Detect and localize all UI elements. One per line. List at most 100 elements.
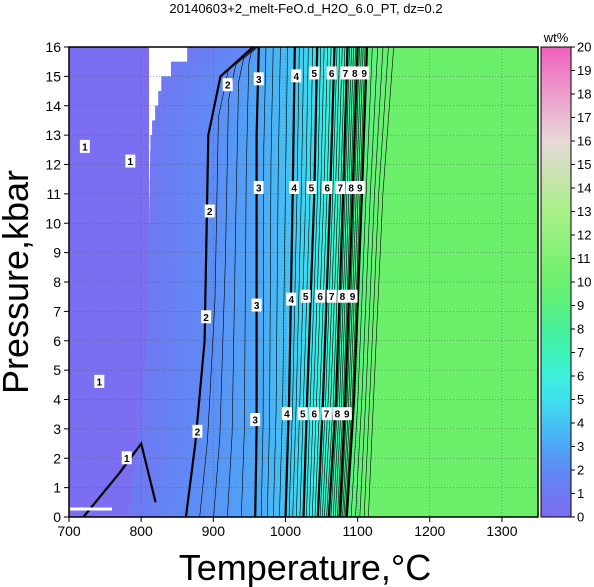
heatmap-cell: [381, 370, 386, 386]
heatmap-cell: [503, 414, 509, 430]
heatmap-cell: [208, 502, 213, 518]
heatmap-cell: [273, 472, 278, 489]
heatmap-cell: [368, 252, 373, 268]
heatmap-cell: [396, 91, 401, 107]
heatmap-cell: [473, 237, 478, 254]
heatmap-cell: [486, 282, 492, 298]
heatmap-cell: [378, 105, 384, 122]
heatmap-cell: [404, 120, 409, 136]
heatmap-cell: [150, 326, 155, 342]
heatmap-cell: [396, 311, 401, 327]
heatmap-cell: [295, 296, 300, 312]
heatmap-cell: [248, 282, 254, 298]
heatmap-cell: [495, 208, 500, 224]
contour-label: 1: [94, 374, 105, 388]
heatmap-cell: [387, 340, 393, 357]
heatmap-cell: [236, 384, 241, 401]
heatmap-cell: [235, 120, 240, 136]
heatmap-cell: [314, 252, 319, 268]
heatmap-cell: [419, 458, 424, 474]
heatmap-cell: [449, 414, 455, 430]
heatmap-cell: [519, 296, 524, 312]
heatmap-cell: [488, 487, 493, 503]
heatmap-cell: [159, 237, 164, 254]
heatmap-cell: [318, 237, 323, 254]
heatmap-cell: [414, 91, 419, 107]
heatmap-cell: [496, 135, 501, 151]
heatmap-cell: [320, 76, 325, 92]
heatmap-cell: [146, 414, 151, 430]
heatmap-cell: [234, 399, 239, 415]
heatmap-cell: [485, 76, 491, 92]
contour-label: 4: [289, 181, 300, 195]
heatmap-cell: [432, 282, 438, 298]
heatmap-cell: [241, 296, 246, 312]
heatmap-cell: [264, 428, 269, 445]
heatmap-cell: [490, 47, 495, 63]
heatmap-cell: [447, 252, 452, 268]
heatmap-cell: [185, 340, 191, 357]
heatmap-cell: [384, 414, 390, 430]
heatmap-cell: [408, 208, 414, 224]
heatmap-cell: [455, 487, 460, 503]
heatmap-cell: [381, 502, 386, 518]
heatmap-cell: [357, 120, 362, 136]
heatmap-cell: [185, 208, 190, 224]
heatmap-cell: [468, 472, 473, 489]
heatmap-cell: [522, 47, 527, 63]
heatmap-cell: [398, 193, 403, 210]
heatmap-cell: [209, 399, 214, 415]
heatmap-cell: [199, 384, 205, 401]
heatmap-cell: [432, 370, 437, 386]
heatmap-cell: [223, 472, 228, 489]
heatmap-cell: [267, 252, 272, 268]
heatmap-cell: [453, 311, 459, 327]
heatmap-cell: [388, 370, 394, 386]
heatmap-cell: [319, 164, 324, 180]
heatmap-cell: [396, 370, 401, 386]
heatmap-cell: [248, 296, 253, 312]
heatmap-cell: [265, 149, 270, 166]
heatmap-cell: [381, 443, 387, 459]
heatmap-cell: [425, 296, 430, 312]
heatmap-cell: [443, 91, 448, 107]
heatmap-cell: [181, 458, 186, 474]
heatmap-cell: [278, 208, 284, 224]
heatmap-cell: [362, 193, 367, 210]
heatmap-cell: [406, 502, 412, 518]
heatmap-cell: [305, 164, 310, 180]
y-tick-label: 10: [45, 215, 61, 231]
heatmap-cell: [260, 355, 265, 371]
heatmap-cell: [519, 443, 524, 459]
heatmap-cell: [240, 76, 245, 92]
heatmap-cell: [507, 135, 512, 151]
heatmap-cell: [147, 370, 152, 386]
heatmap-cell: [401, 237, 406, 254]
heatmap-cell: [298, 76, 303, 92]
heatmap-cell: [424, 414, 429, 430]
heatmap-cell: [211, 326, 217, 342]
heatmap-cell: [298, 502, 303, 518]
heatmap-cell: [298, 311, 304, 327]
heatmap-cell: [447, 282, 452, 298]
heatmap-cell: [308, 340, 313, 357]
heatmap-cell: [426, 237, 431, 254]
heatmap-cell: [507, 76, 512, 92]
heatmap-cell: [392, 135, 397, 151]
heatmap-cell: [408, 252, 413, 268]
heatmap-cell: [326, 340, 331, 357]
colorbar-tick-label: 15: [577, 157, 591, 172]
heatmap-cell: [152, 237, 157, 254]
heatmap-cell: [449, 76, 455, 92]
heatmap-cell: [465, 252, 471, 268]
heatmap-cell: [185, 487, 190, 503]
heatmap-cell: [503, 384, 508, 401]
heatmap-cell: [151, 252, 157, 268]
heatmap-cell: [196, 61, 201, 77]
heatmap-cell: [351, 208, 356, 224]
heatmap-cell: [225, 340, 230, 357]
heatmap-cell: [199, 458, 204, 474]
heatmap-cell: [504, 326, 509, 342]
heatmap-cell: [401, 428, 406, 445]
heatmap-cell: [357, 355, 362, 371]
